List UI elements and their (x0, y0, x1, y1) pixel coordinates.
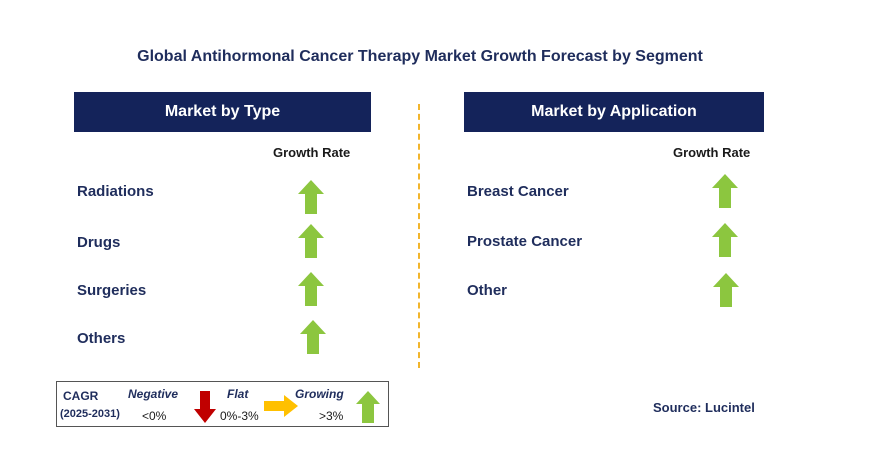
type-row-others: Others (77, 330, 126, 347)
source-note: Source: Lucintel (653, 400, 755, 415)
legend-period: (2025-2031) (60, 408, 120, 420)
type-panel-header: Market by Type (74, 92, 371, 132)
type-growth-rate-label: Growth Rate (273, 145, 351, 160)
application-panel-header: Market by Application (464, 92, 764, 132)
legend-negative-label: Negative (128, 387, 179, 401)
down-arrow-icon (194, 391, 216, 423)
up-arrow-icon (300, 320, 326, 354)
panel-divider (418, 104, 420, 368)
application-row-other: Other (467, 282, 508, 299)
legend-flat-label: Flat (227, 387, 249, 401)
legend-negative-range: <0% (142, 409, 167, 423)
type-row-drugs: Drugs (77, 234, 121, 251)
type-row-radiations: Radiations (77, 183, 154, 200)
up-arrow-icon (356, 391, 380, 423)
right-arrow-icon (264, 395, 298, 417)
legend-cagr-label: CAGR (63, 389, 99, 403)
application-row-breast-cancer: Breast Cancer (467, 183, 569, 200)
up-arrow-icon (712, 174, 738, 208)
application-growth-rate-label: Growth Rate (673, 145, 751, 160)
legend-growing-range: >3% (319, 409, 344, 423)
type-row-surgeries: Surgeries (77, 282, 147, 299)
legend-flat-range: 0%-3% (220, 409, 259, 423)
up-arrow-icon (298, 224, 324, 258)
legend-growing-label: Growing (295, 387, 344, 401)
up-arrow-icon (298, 180, 324, 214)
cagr-legend: CAGR (2025-2031) Negative <0% Flat 0%-3%… (56, 381, 389, 427)
application-row-prostate-cancer: Prostate Cancer (467, 233, 583, 250)
chart-title: Global Antihormonal Cancer Therapy Marke… (137, 48, 703, 65)
up-arrow-icon (712, 223, 738, 257)
up-arrow-icon (713, 273, 739, 307)
up-arrow-icon (298, 272, 324, 306)
